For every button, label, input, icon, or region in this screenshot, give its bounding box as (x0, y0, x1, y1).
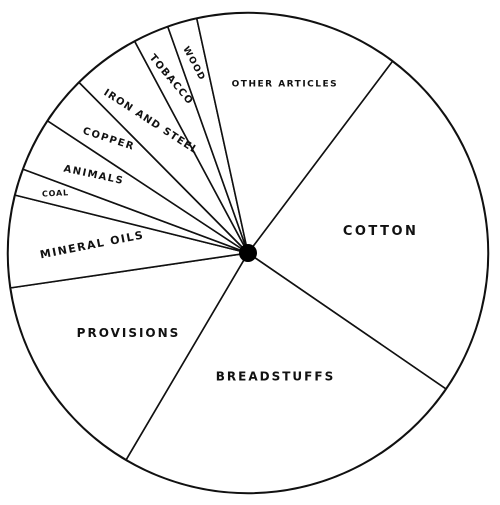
pie-slices (7, 12, 489, 494)
center-dot (239, 244, 257, 262)
slice-provisions (9, 251, 250, 461)
label-cotton: COTTON (343, 224, 419, 239)
slice-cotton (246, 60, 489, 390)
label-other-articles: OTHER ARTICLES (232, 80, 338, 90)
slice-breadstuffs (125, 251, 447, 494)
label-breadstuffs: BREADSTUFFS (216, 370, 335, 384)
slice-other-articles (195, 12, 394, 255)
label-provisions: PROVISIONS (77, 326, 181, 340)
label-coal: COAL (42, 188, 69, 198)
